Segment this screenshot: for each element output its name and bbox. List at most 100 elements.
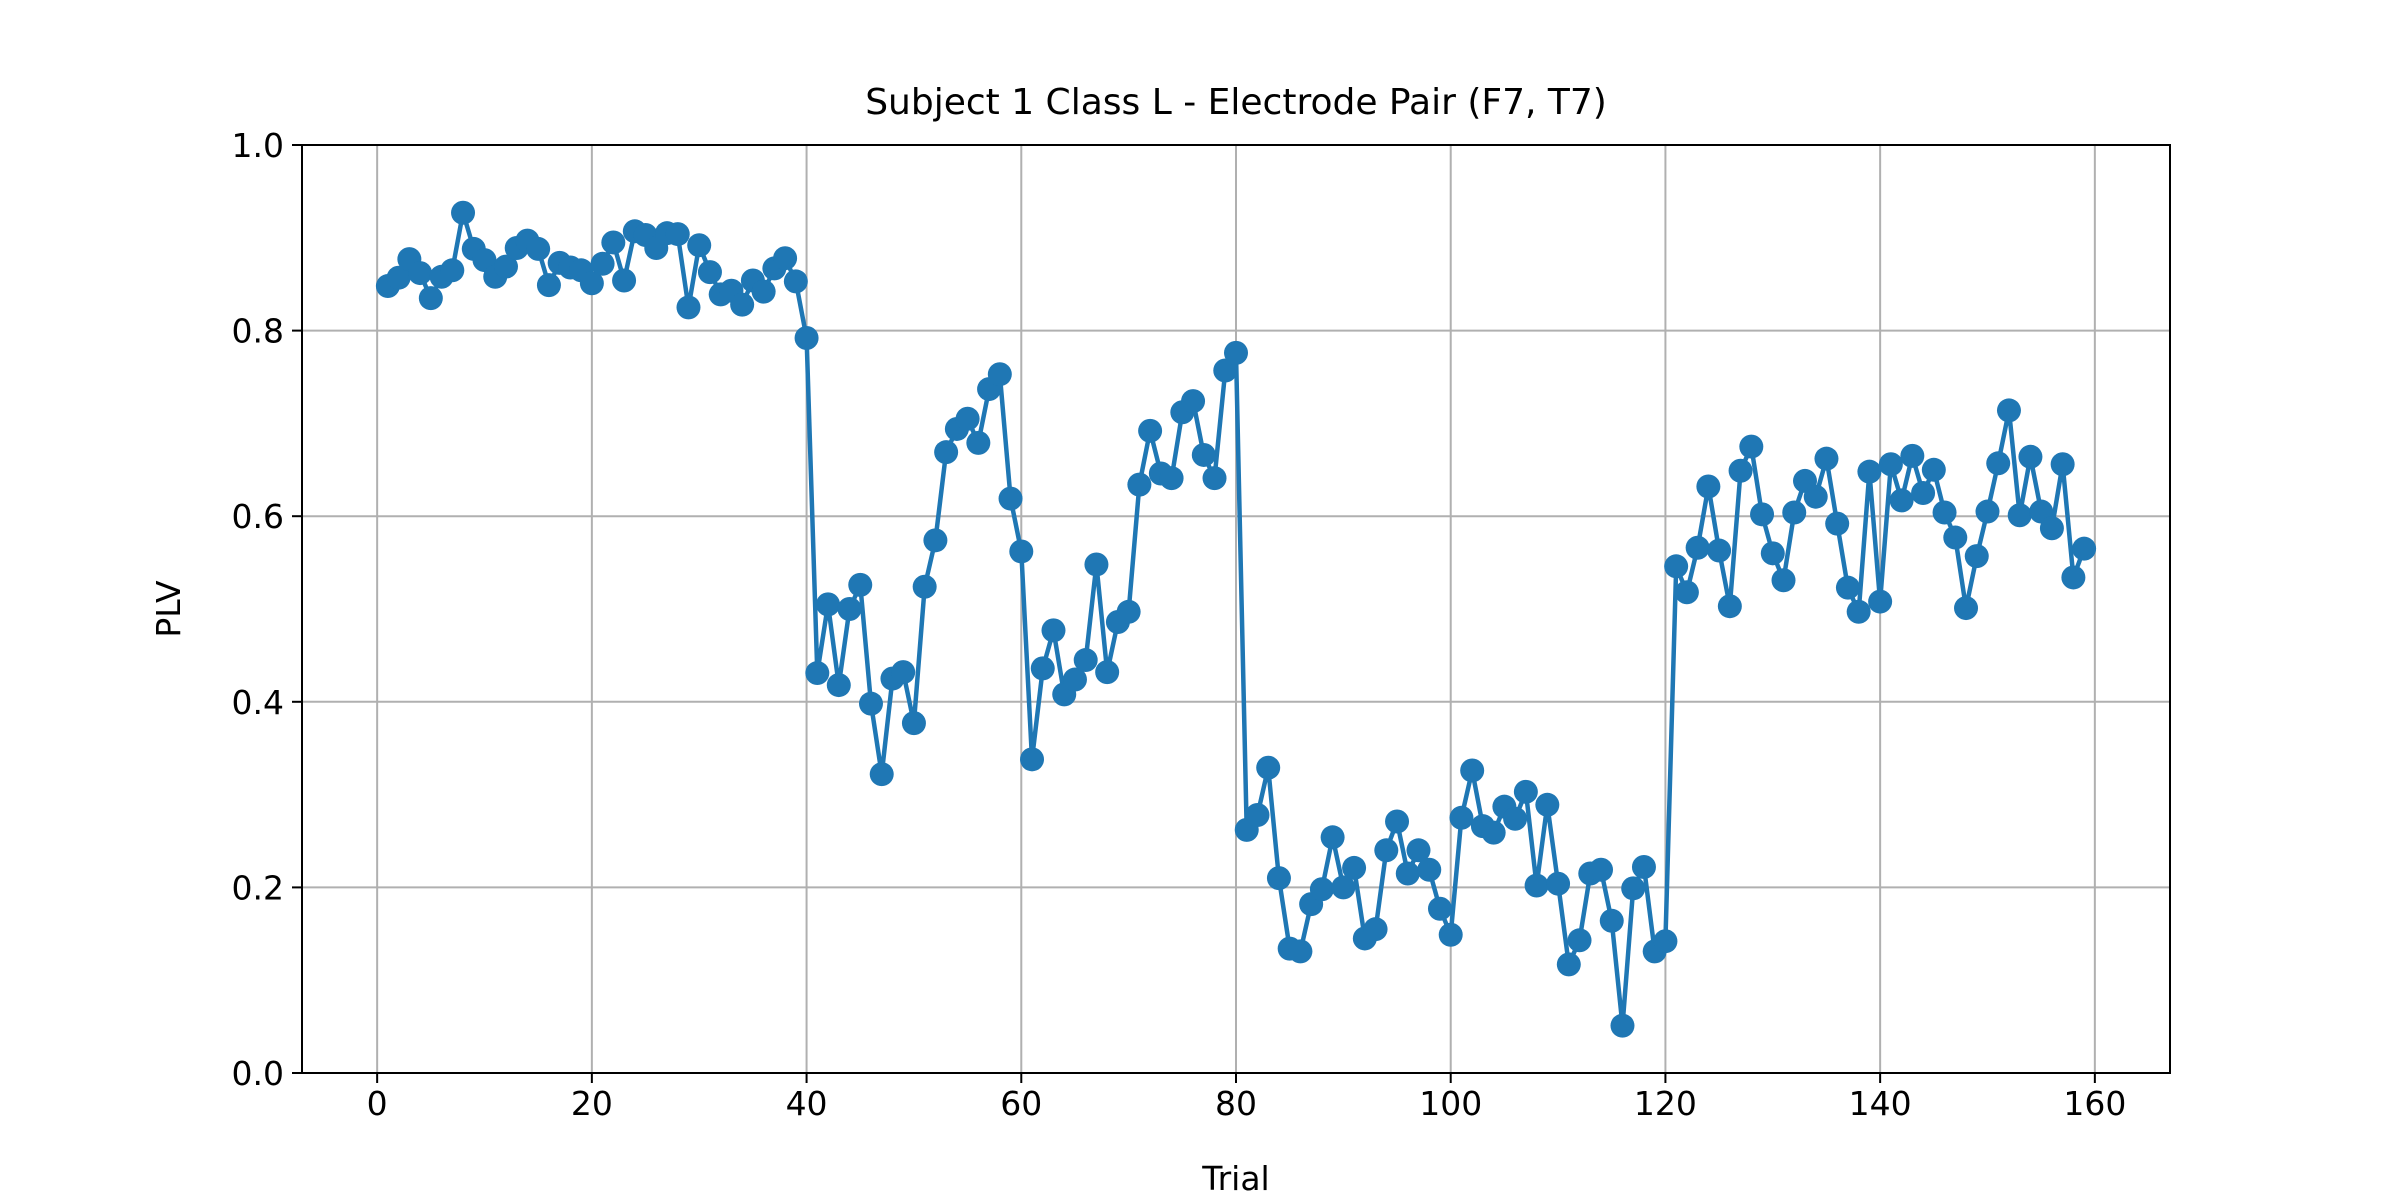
x-tick-label: 100: [1419, 1084, 1482, 1123]
data-point: [1116, 599, 1141, 624]
y-axis-label: PLV: [149, 580, 188, 638]
data-point: [1030, 656, 1055, 681]
data-point: [1599, 908, 1624, 933]
data-point: [2007, 503, 2032, 528]
data-point: [1266, 866, 1291, 891]
data-point: [1191, 442, 1216, 467]
data-point: [751, 279, 776, 304]
data-point: [1320, 825, 1345, 850]
data-point: [601, 230, 626, 255]
data-point: [1835, 575, 1860, 600]
data-point: [1556, 952, 1581, 977]
data-point: [1932, 500, 1957, 525]
y-tick-label: 0.6: [232, 497, 284, 536]
data-point: [687, 233, 712, 258]
data-point: [1256, 755, 1281, 780]
data-point: [955, 406, 980, 431]
data-point: [1900, 443, 1925, 468]
data-point: [1503, 806, 1528, 831]
data-point: [987, 362, 1012, 387]
x-tick-label: 0: [367, 1084, 388, 1123]
data-point: [891, 660, 916, 685]
data-point: [1664, 554, 1689, 579]
data-point: [966, 430, 991, 455]
data-point: [1943, 525, 1968, 550]
data-point: [1975, 499, 2000, 524]
x-tick-label: 120: [1634, 1084, 1697, 1123]
ticks: 0 20 40 60 80 100 120 140 160 0.0 0.2 0.4 0.6 0.8 1.0: [232, 126, 2127, 1123]
data-point: [2072, 536, 2097, 561]
x-axis-label: Trial: [1201, 1159, 1269, 1198]
x-tick-label: 160: [2063, 1084, 2126, 1123]
data-point: [901, 711, 926, 736]
data-point: [1385, 809, 1410, 834]
data-point: [1782, 500, 1807, 525]
data-point: [1331, 875, 1356, 900]
data-point: [998, 486, 1023, 511]
data-point: [1224, 340, 1248, 365]
data-point: [2061, 565, 2086, 590]
x-tick-label: 20: [571, 1084, 613, 1123]
data-point: [1159, 466, 1184, 491]
y-tick-label: 0.0: [232, 1054, 284, 1093]
data-point: [1878, 452, 1903, 477]
data-point: [1041, 618, 1066, 643]
data-point: [1825, 511, 1850, 536]
data-point: [730, 292, 755, 317]
data-point: [1868, 589, 1893, 614]
data-point: [1009, 539, 1034, 564]
y-tick-label: 0.4: [232, 683, 284, 722]
data-point: [1288, 939, 1313, 964]
data-point: [2039, 516, 2064, 541]
data-point: [848, 572, 873, 597]
data-point: [934, 440, 959, 465]
data-point: [1084, 552, 1109, 577]
data-point: [1771, 568, 1796, 593]
data-point: [1621, 876, 1646, 901]
data-point: [869, 762, 894, 787]
data-point: [1760, 541, 1785, 566]
data-point: [1213, 358, 1238, 383]
data-point: [1073, 648, 1098, 673]
data-point: [579, 271, 604, 296]
data-point: [1513, 779, 1538, 804]
data-point: [1438, 922, 1463, 947]
y-tick-label: 0.2: [232, 868, 284, 907]
data-point: [1996, 398, 2021, 423]
data-point: [1062, 667, 1087, 692]
data-point: [1986, 451, 2011, 476]
data-point: [1417, 857, 1442, 882]
data-point: [1245, 803, 1270, 828]
data-point: [1481, 820, 1506, 845]
data-point: [440, 258, 465, 283]
data-point: [451, 200, 476, 225]
data-point: [1921, 457, 1946, 482]
data-point: [1567, 928, 1592, 953]
data-point: [1546, 871, 1571, 896]
data-point: [386, 265, 411, 290]
y-tick-label: 1.0: [232, 126, 284, 165]
data-point: [1095, 660, 1120, 685]
data-point: [1395, 861, 1420, 886]
data-point: [837, 597, 862, 621]
data-point: [1449, 805, 1474, 830]
data-point: [1964, 544, 1989, 569]
data-point: [783, 269, 808, 294]
data-point: [1846, 599, 1871, 624]
data-point: [1696, 474, 1721, 499]
data-point: [1653, 929, 1678, 954]
data-point: [1181, 389, 1206, 414]
data-point: [1309, 877, 1334, 902]
data-point: [1674, 580, 1699, 605]
data-point: [923, 528, 948, 553]
data-point: [1427, 896, 1452, 921]
x-tick-label: 140: [1849, 1084, 1912, 1123]
data-point: [408, 261, 433, 286]
data-point: [1610, 1013, 1635, 1038]
data-point: [697, 260, 722, 285]
data-point: [1889, 488, 1914, 513]
data-point: [1739, 434, 1764, 459]
data-point: [1707, 538, 1732, 563]
data-point: [1954, 596, 1979, 621]
